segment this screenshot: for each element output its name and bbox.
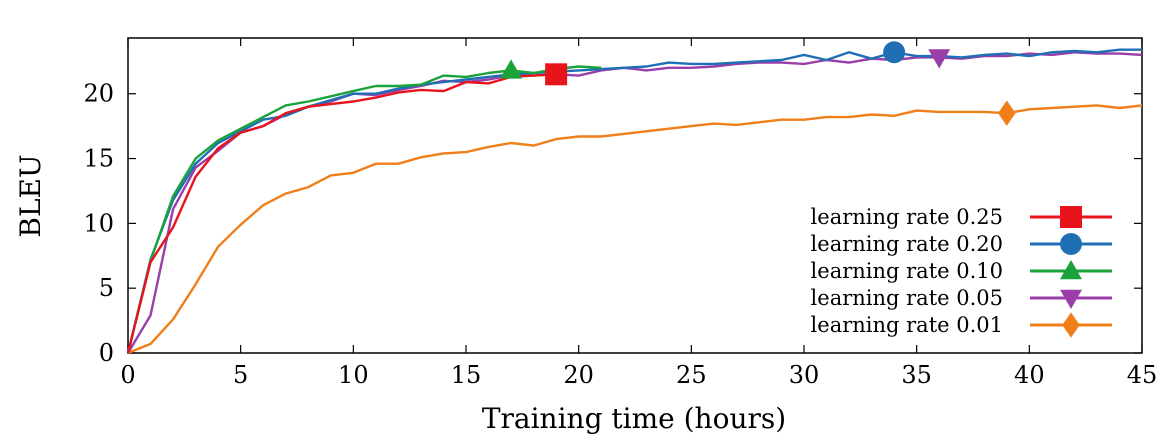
series-marker [500, 59, 523, 79]
series-line [126, 48, 1142, 354]
legend-marker [1060, 206, 1082, 228]
series-marker [545, 63, 568, 86]
legend: learning rate 0.25 learning rate 0.20 lear… [811, 205, 1112, 338]
x-axis-title: Training time (hours) [482, 402, 786, 435]
y-tick-label: 15 [83, 145, 114, 173]
y-tick-label: 5 [99, 274, 114, 302]
legend-marker [1060, 260, 1082, 280]
series-marker [998, 100, 1016, 126]
y-tick-label: 10 [83, 209, 114, 237]
legend-label: learning rate 0.20 [811, 232, 1003, 256]
x-tick-label: 10 [338, 361, 369, 389]
x-tick-label: 30 [789, 361, 820, 389]
series-marker [883, 41, 906, 64]
x-tick-label: 0 [120, 361, 135, 389]
x-tick-label: 35 [901, 361, 932, 389]
series-lines [126, 48, 1143, 355]
x-tick-label: 45 [1127, 361, 1158, 389]
series-line [127, 104, 1143, 355]
x-tick-label: 20 [563, 361, 594, 389]
x-tick-label: 5 [233, 361, 248, 389]
x-tick-label: 25 [676, 361, 707, 389]
legend-label: learning rate 0.05 [811, 286, 1003, 310]
plot-frame [127, 37, 1143, 354]
y-axis-title: BLEU [14, 154, 47, 237]
legend-marker [1060, 233, 1082, 255]
x-tick-label: 40 [1014, 361, 1045, 389]
x-tick-label: 15 [451, 361, 482, 389]
y-tick-label: 20 [83, 80, 114, 108]
legend-label: learning rate 0.10 [811, 259, 1003, 283]
series-marker [928, 49, 951, 69]
legend-label: learning rate 0.25 [811, 205, 1003, 229]
axes-group: 0 5 10 15 20 25 30 35 40 45 0 5 10 15 20 [83, 37, 1158, 389]
legend-marker [1062, 312, 1080, 338]
legend-marker [1060, 289, 1082, 309]
series-line [126, 65, 602, 354]
series-line [126, 73, 557, 354]
series-markers [500, 41, 1016, 126]
y-tick-label: 0 [99, 339, 114, 367]
legend-label: learning rate 0.01 [811, 313, 1003, 337]
